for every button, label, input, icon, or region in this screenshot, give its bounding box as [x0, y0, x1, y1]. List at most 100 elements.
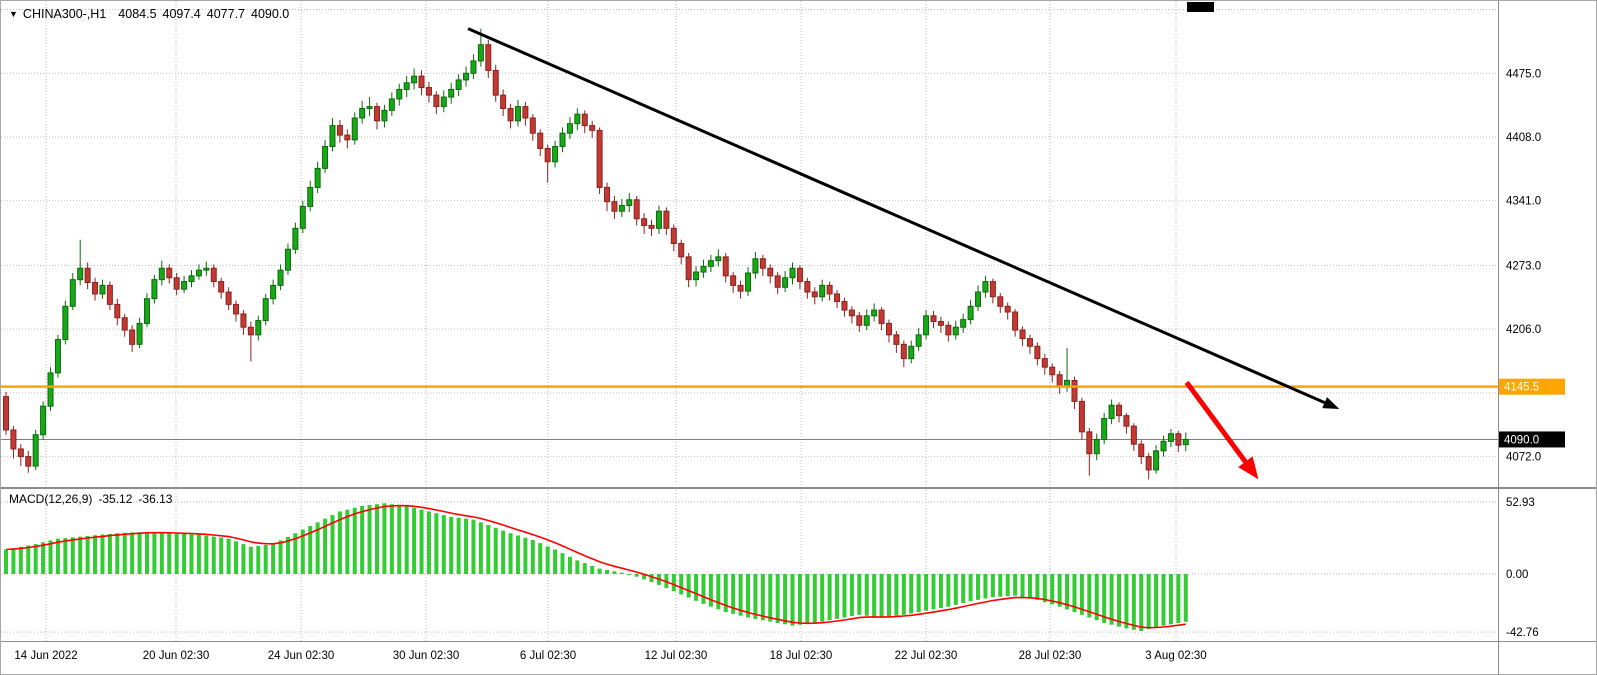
down-impulse-arrow[interactable]	[1184, 380, 1248, 464]
macd-histogram-bar	[70, 537, 75, 574]
candle-body	[1049, 366, 1056, 376]
candle-body	[552, 146, 559, 163]
macd-histogram-bar	[812, 574, 817, 623]
macd-histogram-bar	[835, 574, 840, 619]
candle-body	[893, 334, 900, 345]
current-price-badge	[1499, 431, 1565, 448]
macd-axis-label: -42.76	[1506, 627, 1539, 639]
candle-body	[403, 82, 410, 90]
candle-body	[1175, 433, 1182, 446]
candle-body	[77, 267, 84, 281]
candle-body	[596, 129, 603, 188]
candle-body	[299, 205, 306, 229]
price-axis-label: 4408.0	[1506, 132, 1541, 144]
candle-body	[945, 324, 952, 336]
candle-body	[982, 281, 989, 293]
resistance-price-badge	[1499, 378, 1565, 395]
candle-body	[136, 322, 143, 345]
macd-histogram-bar	[783, 574, 788, 625]
macd-histogram-bar	[1072, 574, 1077, 613]
macd-histogram-bar	[575, 560, 580, 574]
time-axis-label: 14 Jun 2022	[14, 650, 77, 662]
candle-body	[166, 267, 173, 279]
trendline-arrow-head[interactable]	[1322, 397, 1340, 410]
macd-histogram-bar	[412, 507, 417, 574]
candle-body	[611, 201, 618, 212]
macd-histogram-bar	[278, 540, 283, 574]
candle-body	[17, 448, 24, 458]
macd-histogram-bar	[1042, 574, 1047, 603]
macd-histogram-bar	[493, 527, 498, 574]
candle-body	[396, 88, 403, 100]
candle-body	[908, 345, 915, 360]
macd-histogram-bar	[375, 504, 379, 574]
candle-body	[633, 199, 640, 220]
trendline-arrow[interactable]	[467, 27, 1326, 404]
candle-body	[188, 275, 195, 283]
time-axis-label: 24 Jun 02:30	[268, 650, 335, 662]
macd-histogram-bar	[285, 536, 290, 574]
macd-histogram-bar	[909, 574, 914, 614]
macd-histogram-bar	[768, 574, 773, 622]
candle-body	[722, 256, 729, 277]
candle-body	[173, 277, 180, 290]
macd-histogram-bar	[226, 538, 231, 574]
time-axis-label: 12 Jul 02:30	[645, 650, 708, 662]
candle-body	[1093, 438, 1100, 455]
candle-body	[158, 267, 165, 281]
candle-body	[804, 281, 811, 293]
macd-histogram-bar	[471, 519, 476, 574]
candle-body	[604, 186, 611, 203]
candle-body	[878, 309, 885, 324]
macd-histogram-bar	[723, 574, 728, 613]
time-axis-label: 28 Jul 02:30	[1019, 650, 1082, 662]
macd-histogram-bar	[968, 574, 973, 602]
macd-histogram-bar	[605, 569, 610, 574]
macd-histogram-bar	[1168, 574, 1173, 625]
down-impulse-arrow-head[interactable]	[1238, 456, 1259, 480]
candle-body	[374, 106, 380, 122]
candle-body	[915, 334, 922, 347]
macd-histogram-bar	[271, 544, 276, 574]
candle-body	[1116, 404, 1122, 417]
candle-body	[789, 267, 796, 279]
candle-body	[99, 284, 106, 295]
macd-histogram-bar	[33, 544, 38, 574]
resistance-price-badge-label: 4145.5	[1504, 382, 1539, 394]
macd-histogram-bar	[694, 574, 699, 601]
candle-body	[819, 284, 826, 298]
macd-histogram-bar	[419, 509, 424, 574]
candle-body	[344, 134, 351, 141]
macd-histogram-bar	[1057, 574, 1062, 607]
macd-histogram-bar	[397, 505, 402, 574]
macd-histogram-bar	[4, 549, 8, 574]
macd-histogram-bar	[389, 504, 394, 574]
symbol-marker-icon[interactable]: ▼	[9, 9, 18, 19]
candle-body	[566, 123, 573, 134]
candle-body	[522, 106, 529, 119]
candle-body	[225, 291, 232, 305]
macd-histogram-bar	[738, 574, 743, 616]
candle-body	[359, 107, 366, 119]
candle-body	[307, 186, 314, 207]
candle-body	[774, 275, 781, 288]
macd-histogram-bar	[746, 574, 750, 618]
macd-histogram-bar	[916, 574, 921, 613]
macd-histogram-bar	[196, 534, 201, 574]
macd-histogram-bar	[790, 574, 795, 626]
macd-histogram-bar	[323, 518, 328, 574]
macd-histogram-bar	[953, 574, 958, 605]
macd-histogram-bar	[122, 532, 127, 574]
macd-histogram-bar	[961, 574, 966, 603]
macd-histogram-bar	[330, 515, 335, 574]
macd-histogram-bar	[857, 574, 862, 615]
candle-body	[448, 88, 455, 98]
candle-body	[62, 305, 69, 341]
candle-body	[477, 44, 484, 62]
candle-body	[262, 298, 269, 322]
chart-shift-marker[interactable]	[1187, 2, 1214, 12]
macd-histogram-bar	[263, 545, 268, 574]
candle-body	[336, 125, 343, 136]
candle-body	[114, 303, 121, 319]
